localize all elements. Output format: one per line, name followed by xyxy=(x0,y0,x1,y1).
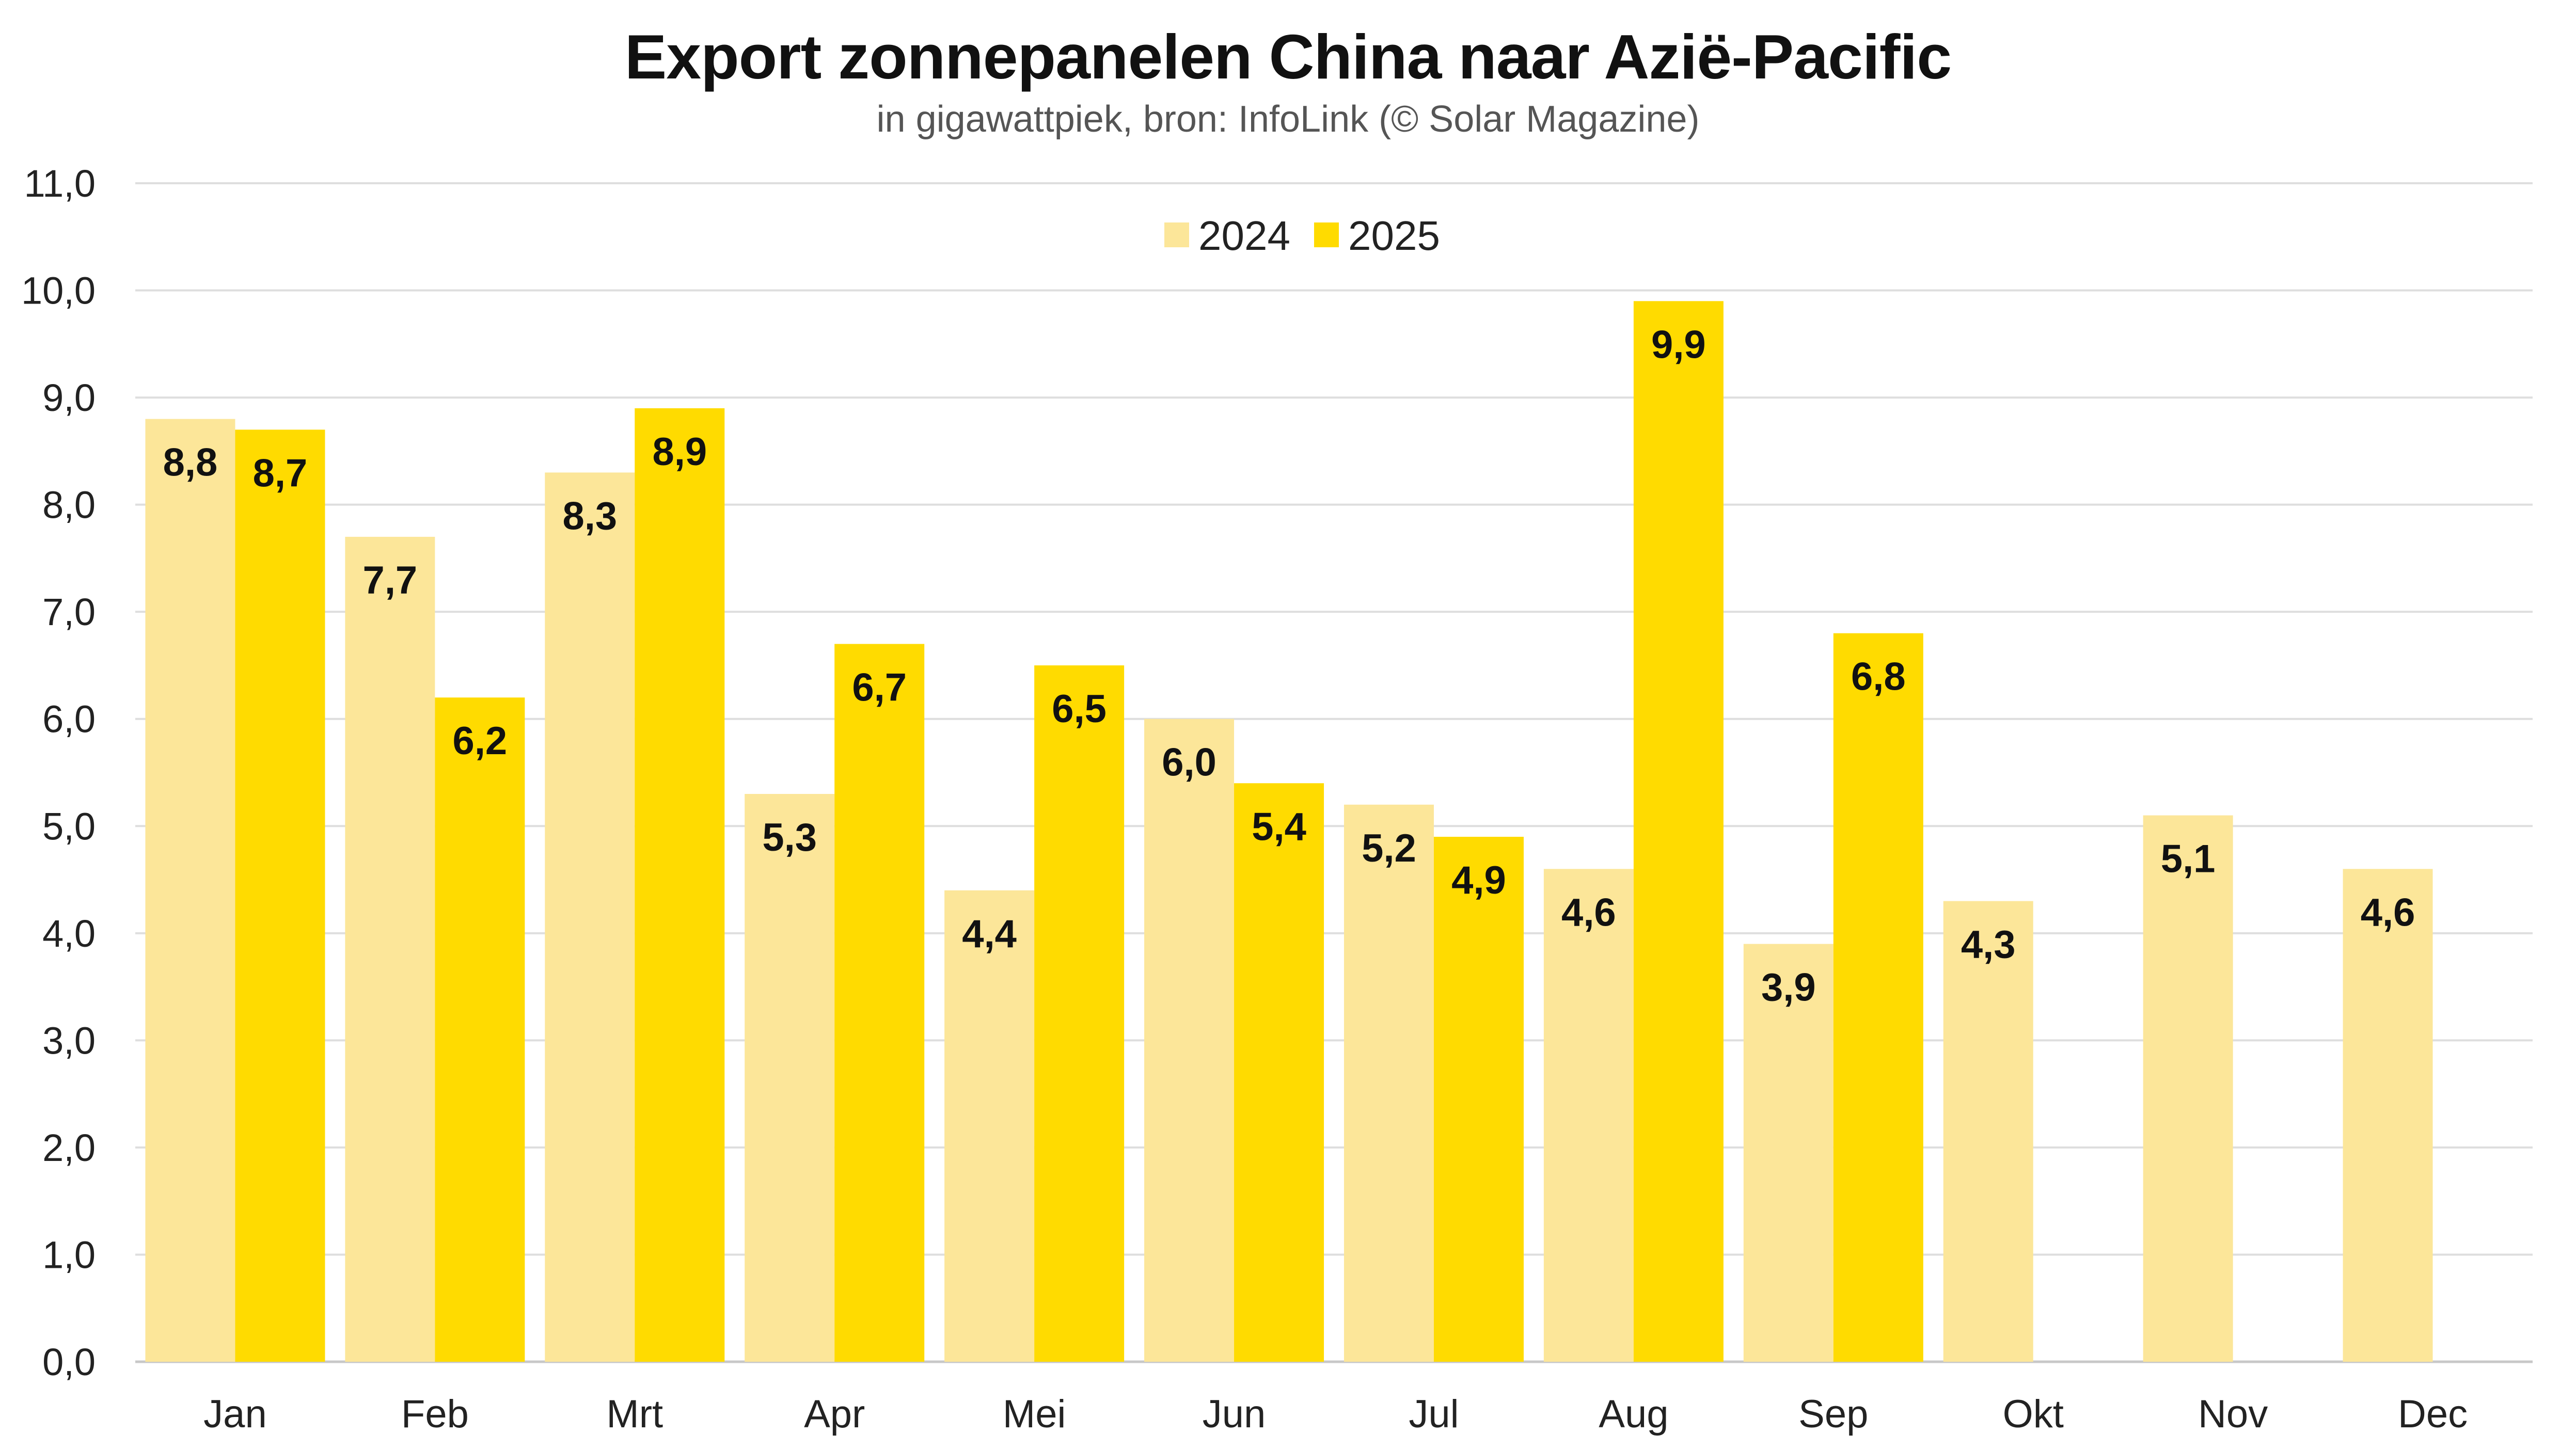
x-category-label: Feb xyxy=(401,1392,469,1436)
data-label-2024-Okt: 4,3 xyxy=(1961,923,2016,967)
bar-2025-Mrt xyxy=(635,408,725,1362)
x-category-label: Jun xyxy=(1203,1392,1266,1436)
bar-2024-Jan xyxy=(145,419,235,1362)
data-label-2024-Sep: 3,9 xyxy=(1761,966,1816,1010)
y-tick-label: 3,0 xyxy=(42,1019,96,1062)
data-label-2025-Jan: 8,7 xyxy=(253,451,308,495)
x-category-label: Apr xyxy=(804,1392,865,1436)
data-label-2025-Aug: 9,9 xyxy=(1651,323,1706,367)
bar-2025-Feb xyxy=(435,697,525,1362)
bar-2024-Dec xyxy=(2343,869,2433,1362)
data-label-2024-Dec: 4,6 xyxy=(2361,890,2415,934)
bar-2024-Okt xyxy=(1943,901,2033,1362)
x-axis-categories: Jan Feb Mrt Apr Mei Jun Jul Aug Sep Okt Nov Dec xyxy=(203,1392,2468,1436)
data-label-2024-Jul: 5,2 xyxy=(1362,826,1416,870)
data-labels: 8,8 8,7 7,7 6,2 8,3 8,9 5,3 6,7 4,4 6,5 6,0 5,4 5,2 4… xyxy=(163,323,2415,1009)
y-tick-label: 0,0 xyxy=(42,1341,96,1383)
x-category-label: Okt xyxy=(2003,1392,2064,1436)
data-label-2024-Apr: 5,3 xyxy=(762,816,817,859)
bar-2025-Sep xyxy=(1833,633,1923,1362)
x-category-label: Nov xyxy=(2198,1392,2268,1436)
data-label-2024-Jan: 8,8 xyxy=(163,441,218,485)
data-label-2024-Mei: 4,4 xyxy=(962,912,1017,956)
y-tick-label: 6,0 xyxy=(42,698,96,741)
bar-2025-Jun xyxy=(1234,783,1324,1362)
chart-subtitle: in gigawattpiek, bron: InfoLink (© Solar… xyxy=(876,99,1700,140)
data-label-2024-Nov: 5,1 xyxy=(2161,837,2216,881)
x-category-label: Mrt xyxy=(606,1392,663,1436)
data-label-2025-Sep: 6,8 xyxy=(1851,655,1906,699)
bar-2025-Jul xyxy=(1433,837,1524,1362)
data-label-2025-Mei: 6,5 xyxy=(1052,687,1107,731)
y-tick-label: 11,0 xyxy=(24,162,96,205)
x-category-label: Aug xyxy=(1599,1392,1668,1436)
bar-2024-Feb xyxy=(345,536,435,1362)
bar-2024-Sep xyxy=(1743,944,1834,1362)
bar-2024-Apr xyxy=(745,794,835,1362)
y-tick-label: 8,0 xyxy=(42,484,96,527)
data-label-2025-Apr: 6,7 xyxy=(852,665,907,709)
data-label-2025-Mrt: 8,9 xyxy=(652,430,707,474)
legend-swatch-2025 xyxy=(1314,222,1339,247)
x-category-label: Jan xyxy=(203,1392,267,1436)
bar-2025-Mei xyxy=(1034,665,1125,1362)
bar-2024-Jun xyxy=(1144,719,1235,1362)
legend: 2024 2025 xyxy=(1164,213,1440,259)
y-axis-ticks: 0,0 1,0 2,0 3,0 4,0 5,0 6,0 7,0 8,0 9,0 10,0 11,0 xyxy=(21,162,96,1383)
x-category-label: Sep xyxy=(1798,1392,1868,1436)
bar-2025-Aug xyxy=(1633,301,1724,1362)
y-tick-label: 7,0 xyxy=(42,591,96,633)
data-label-2024-Mrt: 8,3 xyxy=(562,494,617,538)
bar-2024-Jul xyxy=(1344,804,1434,1362)
legend-label-2024: 2024 xyxy=(1198,213,1290,259)
bar-2024-Aug xyxy=(1543,869,1634,1362)
y-tick-label: 5,0 xyxy=(42,805,96,848)
x-category-label: Mei xyxy=(1003,1392,1066,1436)
bar-2024-Nov xyxy=(2143,815,2233,1362)
data-label-2024-Jun: 6,0 xyxy=(1162,741,1216,785)
bar-2024-Mei xyxy=(944,890,1035,1362)
bar-2025-Jan xyxy=(235,429,325,1362)
data-label-2025-Jun: 5,4 xyxy=(1252,805,1306,849)
y-tick-label: 9,0 xyxy=(42,376,96,419)
legend-label-2025: 2025 xyxy=(1348,213,1440,259)
x-category-label: Dec xyxy=(2398,1392,2468,1436)
bar-2024-Mrt xyxy=(545,472,635,1362)
y-tick-label: 4,0 xyxy=(42,912,96,955)
bars xyxy=(145,301,2433,1362)
legend-swatch-2024 xyxy=(1164,222,1189,247)
data-label-2024-Feb: 7,7 xyxy=(363,559,418,602)
x-category-label: Jul xyxy=(1409,1392,1459,1436)
bar-2025-Apr xyxy=(834,644,925,1362)
y-tick-label: 10,0 xyxy=(21,269,96,312)
gridlines xyxy=(135,182,2533,1363)
data-label-2025-Feb: 6,2 xyxy=(453,719,508,763)
data-label-2024-Aug: 4,6 xyxy=(1561,890,1616,934)
chart-title: Export zonnepanelen China naar Azië-Paci… xyxy=(624,22,1952,92)
y-tick-label: 1,0 xyxy=(42,1233,96,1276)
data-label-2025-Jul: 4,9 xyxy=(1451,858,1506,902)
y-tick-label: 2,0 xyxy=(42,1126,96,1169)
